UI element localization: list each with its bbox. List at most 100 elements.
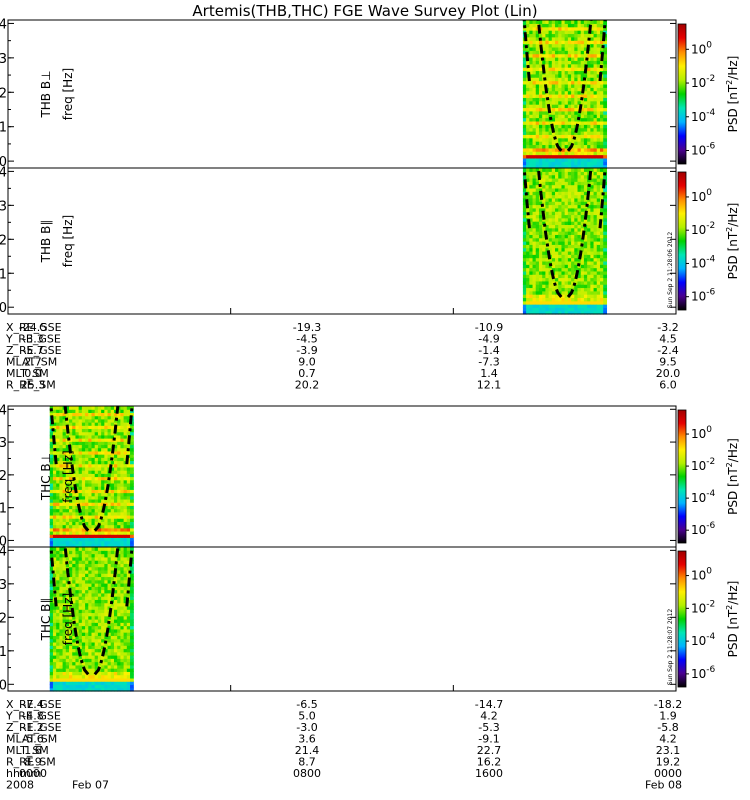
spectrogram-cell <box>59 438 64 442</box>
spectrogram-cell <box>91 648 96 653</box>
spectrogram-cell <box>91 540 96 545</box>
spectrogram-cell <box>561 224 566 229</box>
spectrogram-cell <box>91 492 96 497</box>
spectrogram-cell <box>88 661 93 666</box>
spectrogram-cell <box>590 83 595 88</box>
spectrogram-cell <box>69 658 73 663</box>
spectrogram-cell <box>542 20 546 24</box>
spectrogram-cell <box>91 638 96 643</box>
spectrogram-cell <box>596 134 601 139</box>
spectrogram-cell <box>583 114 588 119</box>
spectrogram-cell <box>542 187 546 192</box>
spectrogram-cell <box>130 553 134 558</box>
spectrogram-cell <box>49 583 54 587</box>
spectrogram-cell <box>558 191 563 196</box>
spectrogram-cell <box>551 254 556 259</box>
spectrogram-cell <box>574 164 579 169</box>
spectrogram-cell <box>88 602 93 607</box>
spectrogram-cell <box>123 409 128 413</box>
spectrogram-cell <box>120 514 125 519</box>
spectrogram-cell <box>101 638 105 643</box>
spectrogram-cell <box>596 100 601 105</box>
spectrogram-cell <box>97 563 102 568</box>
spectrogram-cell <box>104 573 109 578</box>
spectrogram-cell <box>52 444 57 449</box>
spectrogram-cell <box>596 164 601 169</box>
spectrogram-cell <box>548 231 553 235</box>
spectrogram-cell <box>526 247 530 252</box>
spectrogram-cell <box>577 94 582 98</box>
spectrogram-cell <box>130 447 134 452</box>
spectrogram-cell <box>548 181 553 186</box>
spectrogram-cell <box>97 527 102 532</box>
spectrogram-cell <box>522 254 527 259</box>
spectrogram-cell <box>75 434 80 439</box>
spectrogram-cell <box>590 231 595 235</box>
spectrogram-cell <box>65 492 70 497</box>
spectrogram-cell <box>49 586 54 591</box>
spectrogram-cell <box>580 211 585 216</box>
ephemeris-value: -24.5 <box>19 321 47 334</box>
spectrogram-cell <box>88 537 93 542</box>
spectrogram-cell <box>81 645 86 650</box>
spectrogram-cell <box>574 154 579 159</box>
spectrogram-cell <box>75 476 80 481</box>
spectrogram-cell <box>69 418 73 423</box>
panel-name: THB B∥ <box>39 220 53 264</box>
spectrogram-cell <box>548 310 553 315</box>
spectrogram-cell <box>567 234 572 239</box>
spectrogram-cell <box>551 277 556 282</box>
spectrogram-cell <box>101 566 105 571</box>
spectrogram-cell <box>545 224 550 229</box>
spectrogram-cell <box>587 204 591 209</box>
spectrogram-cell <box>529 310 534 315</box>
spectrogram-cell <box>120 524 125 529</box>
spectrogram-cell <box>577 80 582 85</box>
spectrogram-cell <box>580 26 585 31</box>
spectrogram-cell <box>97 466 102 471</box>
spectrogram-cell <box>130 628 134 633</box>
spectrogram-cell <box>583 171 588 176</box>
spectrogram-cell <box>91 428 96 433</box>
spectrogram-cell <box>56 524 60 529</box>
spectrogram-cell <box>123 415 128 420</box>
spectrogram-cell <box>94 460 99 465</box>
spectrogram-cell <box>81 482 86 487</box>
spectrogram-cell <box>583 267 588 272</box>
spectrogram-cell <box>94 602 99 607</box>
spectrogram-cell <box>545 187 550 192</box>
spectrogram-cell <box>532 36 537 41</box>
spectrogram-cell <box>583 26 588 31</box>
spectrogram-cell <box>583 97 588 102</box>
spectrogram-cell <box>522 174 527 179</box>
ephemeris-value: -4.9 <box>478 333 499 346</box>
spectrogram-cell <box>49 635 54 640</box>
spectrogram-cell <box>72 645 77 650</box>
spectrogram-cell <box>62 431 67 436</box>
spectrogram-cell <box>85 505 89 510</box>
spectrogram-cell <box>97 502 102 506</box>
spectrogram-cell <box>564 280 569 285</box>
spectrogram-cell <box>85 409 89 413</box>
spectrogram-cell <box>56 508 60 513</box>
spectrogram-cell <box>593 131 598 135</box>
spectrogram-cell <box>551 300 556 305</box>
spectrogram-cell <box>59 664 64 669</box>
spectrogram-cell <box>535 204 540 209</box>
spectrogram-cell <box>603 134 608 139</box>
spectrogram-cell <box>599 168 604 172</box>
spectrogram-cell <box>522 134 527 139</box>
spectrogram-cell <box>91 609 96 614</box>
spectrogram-cell <box>599 124 604 129</box>
spectrogram-cell <box>535 157 540 162</box>
spectrogram-cell <box>548 211 553 216</box>
spectrogram-cell <box>532 90 537 95</box>
spectrogram-cell <box>590 23 595 28</box>
spectrogram-cell <box>59 530 64 535</box>
spectrogram-cell <box>532 80 537 85</box>
spectrogram-cell <box>91 658 96 663</box>
spectrogram-cell <box>567 211 572 216</box>
spectrogram-cell <box>571 187 575 192</box>
spectrogram-cell <box>551 151 556 156</box>
colorbar-tick-exp: -2 <box>706 221 715 231</box>
